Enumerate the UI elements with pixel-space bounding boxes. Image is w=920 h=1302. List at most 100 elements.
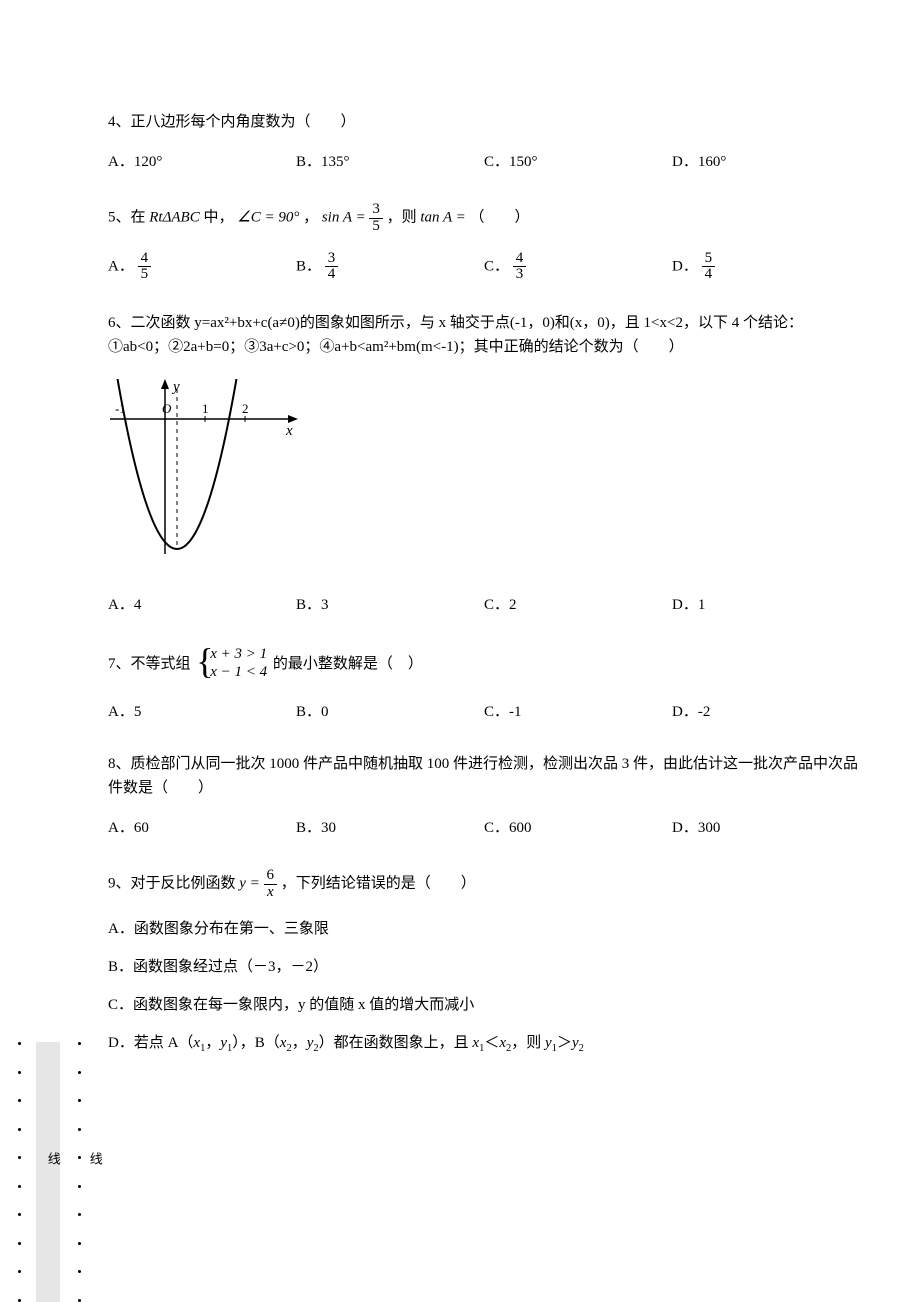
dot-column-outer: [18, 1042, 21, 1302]
q9d-then: ，则: [511, 1035, 545, 1051]
q5-b-frac: 3 4: [325, 251, 339, 284]
q5-opt-c: C． 4 3: [484, 251, 672, 284]
q9-yeq: y =: [239, 876, 260, 892]
q7-system: { x + 3 > 1 x − 1 < 4: [196, 645, 267, 684]
q7-prefix: 7、不等式组: [108, 656, 191, 672]
svg-text:O: O: [162, 401, 172, 416]
q5-opt-b: B． 3 4: [296, 251, 484, 284]
svg-text:2: 2: [242, 401, 249, 416]
dot-column-inner: [78, 1042, 81, 1302]
q5-prefix: 5、在: [108, 210, 149, 226]
q6-opt-d: D．1: [672, 593, 860, 617]
q9-opt-a: A．函数图象分布在第一、三象限: [108, 917, 860, 941]
q9d-s2d: 2: [579, 1043, 584, 1054]
q9d-pre: D．若点 A（: [108, 1035, 193, 1051]
q9-text: 9、对于反比例函数 y = 6 x ，下列结论错误的是（ ）: [108, 868, 860, 901]
q8-opt-c: C．600: [484, 816, 672, 840]
q6-graph: yx-1O12: [108, 379, 860, 567]
q9-suffix: ，下列结论错误的是（ ）: [281, 876, 476, 892]
q5-mid2: ，: [303, 210, 318, 226]
q5-b-lab: B．: [296, 258, 321, 274]
q5-text: 5、在 RtΔABC 中， ∠C = 90° ， sin A = 3 5 ，则 …: [108, 202, 860, 235]
q8-text: 8、质检部门从同一批次 1000 件产品中随机抽取 100 件进行检测，检测出次…: [108, 752, 860, 800]
q4-options: A．120° B．135° C．150° D．160°: [108, 150, 860, 174]
q8-opt-d: D．300: [672, 816, 860, 840]
q5-sin-den: 5: [369, 218, 383, 235]
q9d-c1: ，: [205, 1035, 220, 1051]
q5-sin-num: 3: [369, 202, 383, 218]
q5-c-num: 4: [513, 251, 527, 267]
q5-c-lab: C．: [484, 258, 509, 274]
q9-opt-d: D．若点 A（x1，y1），B（x2，y2）都在函数图象上，且 x1＜x2，则 …: [108, 1031, 860, 1058]
q9-options: A．函数图象分布在第一、三象限 B．函数图象经过点（－3，－2） C．函数图象在…: [108, 917, 860, 1058]
q5-d-lab: D．: [672, 258, 698, 274]
q7-opt-c: C．-1: [484, 700, 672, 724]
question-9: 9、对于反比例函数 y = 6 x ，下列结论错误的是（ ） A．函数图象分布在…: [108, 868, 860, 1057]
q5-c-frac: 4 3: [513, 251, 527, 284]
q7-opt-d: D．-2: [672, 700, 860, 724]
q7-options: A．5 B．0 C．-1 D．-2: [108, 700, 860, 724]
q8-opt-a: A．60: [108, 816, 296, 840]
q5-b-num: 3: [325, 251, 339, 267]
question-8: 8、质检部门从同一批次 1000 件产品中随机抽取 100 件进行检测，检测出次…: [108, 752, 860, 840]
q9d-gt: ＞: [557, 1035, 572, 1051]
brace-icon: {: [196, 643, 213, 679]
q6-text: 6、二次函数 y=ax²+bx+c(a≠0)的图象如图所示，与 x 轴交于点(-…: [108, 311, 860, 359]
q5-b-den: 4: [325, 266, 339, 283]
q8-options: A．60 B．30 C．600 D．300: [108, 816, 860, 840]
q5-a-frac: 4 5: [138, 251, 152, 284]
q5-sin-frac: 3 5: [369, 202, 383, 235]
q9-frac: 6 x: [264, 868, 278, 901]
svg-text:x: x: [285, 423, 293, 439]
q5-d-frac: 5 4: [702, 251, 716, 284]
q9d-c2: ，: [292, 1035, 307, 1051]
side-label-2: 线: [84, 1152, 105, 1165]
q4-opt-d: D．160°: [672, 150, 860, 174]
q9d-mid2: ）都在函数图象上，且: [319, 1035, 473, 1051]
q9d-mid1: ），B（: [232, 1035, 280, 1051]
q9-prefix: 9、对于反比例函数: [108, 876, 239, 892]
q6-opt-c: C．2: [484, 593, 672, 617]
q8-opt-b: B．30: [296, 816, 484, 840]
question-7: 7、不等式组 { x + 3 > 1 x − 1 < 4 的最小整数解是（ ） …: [108, 645, 860, 724]
q4-text: 4、正八边形每个内角度数为（ ）: [108, 110, 860, 134]
q7-opt-b: B．0: [296, 700, 484, 724]
q5-c-den: 3: [513, 266, 527, 283]
svg-text:1: 1: [202, 401, 209, 416]
page-body: 4、正八边形每个内角度数为（ ） A．120° B．135° C．150° D．…: [0, 0, 920, 1125]
q5-d-num: 5: [702, 251, 716, 267]
q7-opt-a: A．5: [108, 700, 296, 724]
q6-opt-b: B．3: [296, 593, 484, 617]
q7-text: 7、不等式组 { x + 3 > 1 x − 1 < 4 的最小整数解是（ ）: [108, 645, 860, 684]
parabola-graph: yx-1O12: [108, 379, 298, 559]
q5-opt-d: D． 5 4: [672, 251, 860, 284]
q5-options: A． 4 5 B． 3 4 C． 4 3: [108, 251, 860, 284]
grey-bar: [36, 1042, 60, 1302]
binding-strip: 线 线: [0, 1042, 100, 1302]
question-5: 5、在 RtΔABC 中， ∠C = 90° ， sin A = 3 5 ，则 …: [108, 202, 860, 283]
q9-opt-c: C．函数图象在每一象限内，y 的值随 x 值的增大而减小: [108, 993, 860, 1017]
svg-text:y: y: [171, 379, 180, 395]
q9d-cmp2l: y: [545, 1035, 552, 1051]
question-4: 4、正八边形每个内角度数为（ ） A．120° B．135° C．150° D．…: [108, 110, 860, 174]
q6-line1: 6、二次函数 y=ax²+bx+c(a≠0)的图象如图所示，与 x 轴交于点(-…: [108, 315, 739, 331]
q5-mid1: 中，: [203, 210, 233, 226]
q7-row2: x − 1 < 4: [210, 663, 267, 681]
q7-suffix: 的最小整数解是（ ）: [273, 656, 423, 672]
q7-row1: x + 3 > 1: [210, 645, 267, 663]
q5-sin: sin A =: [322, 210, 366, 226]
q6-options: A．4 B．3 C．2 D．1: [108, 593, 860, 617]
q5-a-den: 5: [138, 266, 152, 283]
q5-a-lab: A．: [108, 258, 134, 274]
q4-opt-b: B．135°: [296, 150, 484, 174]
q9-num: 6: [264, 868, 278, 884]
q4-opt-a: A．120°: [108, 150, 296, 174]
q5-mid3: ，则: [387, 210, 421, 226]
q5-tail: （ ）: [470, 210, 530, 226]
q5-opt-a: A． 4 5: [108, 251, 296, 284]
q9-den: x: [264, 884, 278, 901]
q5-tan: tan A =: [420, 210, 465, 226]
q5-d-den: 4: [702, 266, 716, 283]
side-label-1: 线: [42, 1152, 63, 1165]
q5-a-num: 4: [138, 251, 152, 267]
